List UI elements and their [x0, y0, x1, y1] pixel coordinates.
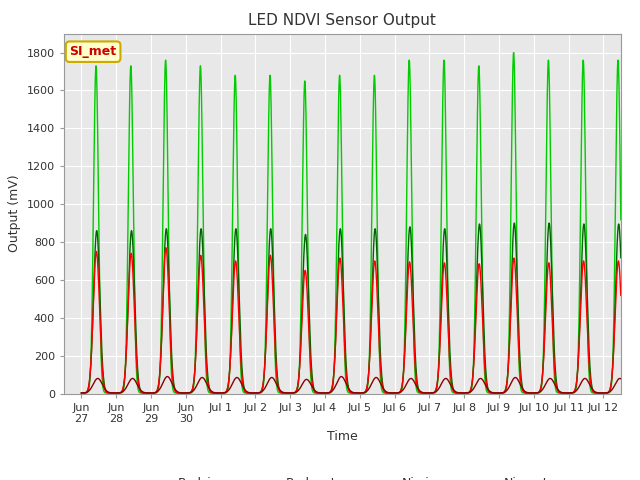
Red_in: [284, 390, 291, 396]
Nir_in: [175, 390, 183, 396]
Nir_in: [284, 390, 291, 396]
Red_in: [617, 292, 625, 298]
Red_in: [175, 390, 183, 396]
Nir_in: [428, 390, 436, 396]
Legend: Red_in, Red_out, Nir_in, Nir_out: Red_in, Red_out, Nir_in, Nir_out: [130, 470, 555, 480]
Nir_out: [511, 220, 518, 226]
Nir_out: [480, 329, 488, 335]
Nir_in: [77, 390, 85, 396]
Y-axis label: Output (mV): Output (mV): [8, 175, 21, 252]
Red_out: [337, 373, 345, 379]
Red_in: [428, 390, 436, 396]
Nir_out: [617, 255, 625, 261]
Red_out: [521, 389, 529, 395]
Text: SI_met: SI_met: [70, 45, 116, 58]
Line: Red_out: Red_out: [81, 376, 621, 393]
Nir_out: [428, 390, 436, 396]
Nir_in: [617, 217, 625, 223]
Red_out: [460, 390, 467, 396]
Nir_in: [521, 390, 529, 396]
Red_out: [617, 376, 625, 382]
Red_out: [480, 379, 488, 385]
Red_out: [401, 384, 409, 390]
Red_out: [284, 390, 291, 396]
Nir_out: [284, 390, 292, 396]
Line: Red_in: Red_in: [81, 248, 621, 393]
Nir_in: [318, 390, 326, 396]
Nir_out: [284, 390, 291, 396]
Nir_out: [401, 342, 409, 348]
Nir_out: [77, 390, 85, 396]
Red_in: [458, 390, 465, 396]
Nir_in: [480, 356, 488, 361]
Red_out: [428, 390, 436, 396]
Nir_out: [175, 390, 183, 396]
Line: Nir_in: Nir_in: [81, 53, 621, 393]
Line: Nir_out: Nir_out: [81, 223, 621, 393]
Red_out: [77, 390, 85, 396]
X-axis label: Time: Time: [327, 430, 358, 443]
Title: LED NDVI Sensor Output: LED NDVI Sensor Output: [248, 13, 436, 28]
Nir_in: [401, 316, 409, 322]
Red_out: [175, 390, 183, 396]
Nir_out: [521, 390, 529, 396]
Red_in: [162, 245, 170, 251]
Red_in: [521, 390, 529, 396]
Red_in: [401, 345, 409, 350]
Red_in: [480, 353, 488, 359]
Red_in: [77, 390, 85, 396]
Nir_in: [510, 50, 518, 56]
